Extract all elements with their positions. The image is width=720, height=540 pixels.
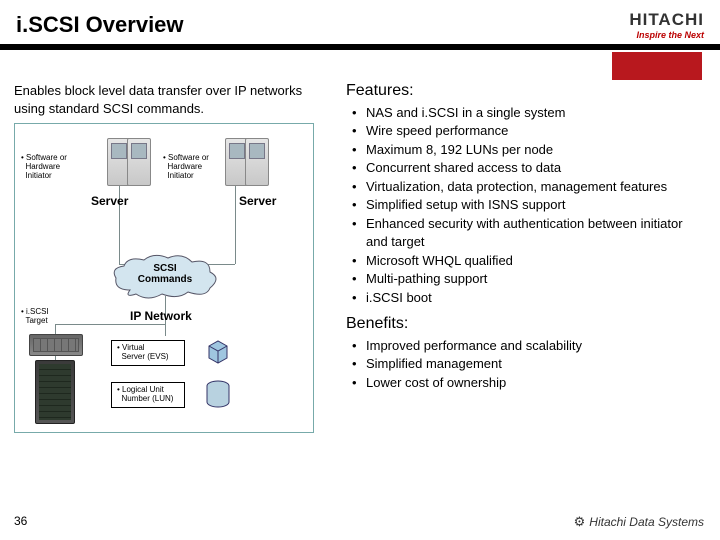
feature-item: Concurrent shared access to data: [352, 159, 706, 177]
intro-text: Enables block level data transfer over I…: [14, 82, 334, 117]
logo-main-text: HITACHI: [629, 10, 704, 30]
callout-iscsi-target: • i.SCSI Target: [21, 308, 81, 326]
feature-item: NAS and i.SCSI in a single system: [352, 104, 706, 122]
callout-initiator-left: • Software or Hardware Initiator: [21, 154, 81, 180]
feature-item: Virtualization, data protection, managem…: [352, 178, 706, 196]
iscsi-diagram: • Software or Hardware Initiator • Softw…: [14, 123, 314, 433]
server-tower-icon: [245, 138, 269, 186]
hitachi-logo: HITACHI Inspire the Next: [629, 10, 704, 40]
slide-title: i.SCSI Overview: [16, 12, 184, 38]
storage-array-icon: [29, 334, 83, 356]
slide-body: Enables block level data transfer over I…: [0, 50, 720, 433]
benefits-heading: Benefits:: [346, 315, 706, 333]
server-label-left: Server: [91, 194, 128, 208]
benefits-list: Improved performance and scalability Sim…: [346, 337, 706, 392]
feature-item: Simplified setup with ISNS support: [352, 196, 706, 214]
cloud-line1: SCSI: [153, 263, 176, 274]
left-column: Enables block level data transfer over I…: [14, 82, 334, 433]
right-column: Features: NAS and i.SCSI in a single sys…: [342, 82, 706, 433]
benefit-item: Lower cost of ownership: [352, 374, 706, 392]
feature-item: Enhanced security with authentication be…: [352, 215, 706, 252]
storage-rack-icon: [35, 360, 75, 424]
server-label-right: Server: [239, 194, 276, 208]
feature-item: i.SCSI boot: [352, 289, 706, 307]
callout-initiator-right: • Software or Hardware Initiator: [163, 154, 223, 180]
page-number: 36: [14, 514, 27, 528]
gear-icon: ⚙: [574, 514, 586, 530]
footer-brand: ⚙ Hitachi Data Systems: [574, 514, 704, 530]
features-list: NAS and i.SCSI in a single system Wire s…: [346, 104, 706, 307]
benefit-item: Simplified management: [352, 355, 706, 373]
server-tower-icon: [127, 138, 151, 186]
conn-line: [235, 184, 236, 264]
feature-item: Multi-pathing support: [352, 270, 706, 288]
feature-item: Maximum 8, 192 LUNs per node: [352, 141, 706, 159]
legend-evs: • Virtual Server (EVS): [111, 340, 185, 366]
feature-item: Wire speed performance: [352, 122, 706, 140]
cylinder-icon: [205, 380, 231, 408]
cloud-label: SCSI Commands: [110, 263, 220, 285]
slide-header: i.SCSI Overview HITACHI Inspire the Next: [0, 0, 720, 44]
ip-network-label: IP Network: [130, 309, 192, 323]
cube-icon: [205, 338, 231, 364]
cloud-line2: Commands: [138, 274, 192, 285]
red-accent-block: [612, 52, 702, 80]
logo-tagline: Inspire the Next: [629, 30, 704, 40]
benefit-item: Improved performance and scalability: [352, 337, 706, 355]
features-heading: Features:: [346, 82, 706, 100]
cloud-icon: SCSI Commands: [110, 254, 220, 300]
footer-brand-text: Hitachi Data Systems: [589, 515, 704, 529]
feature-item: Microsoft WHQL qualified: [352, 252, 706, 270]
legend-lun: • Logical Unit Number (LUN): [111, 382, 185, 408]
